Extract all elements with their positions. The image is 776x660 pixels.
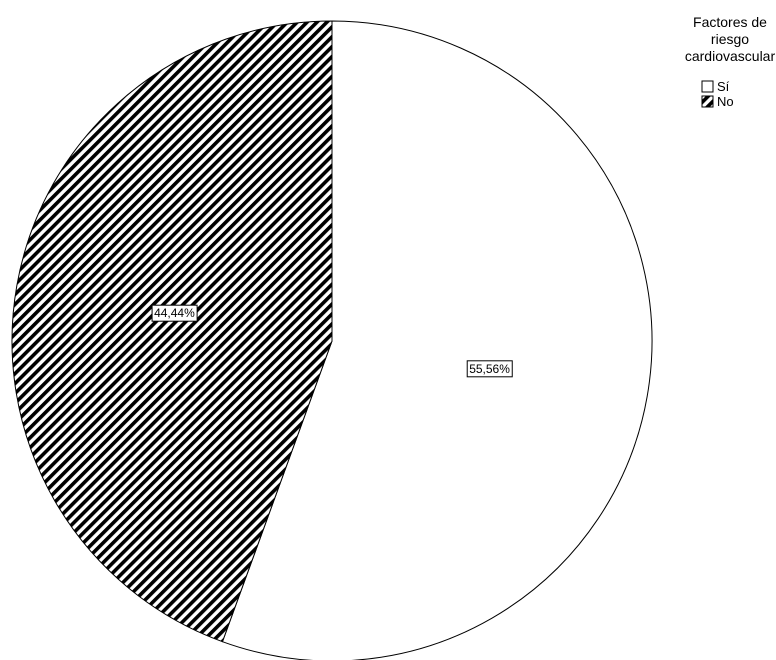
legend-swatch-si [701, 80, 714, 93]
data-label-box [151, 304, 198, 322]
pie-slices [11, 20, 653, 660]
legend-title-line-2: riesgo [711, 31, 749, 47]
data-labels: 55,56% 44,44% [151, 304, 513, 378]
legend: Factores de riesgo cardiovascular Sí No [685, 14, 776, 109]
pie-slice-si [221, 20, 653, 660]
legend-title-line-1: Factores de [693, 14, 767, 30]
legend-item-no: No [701, 94, 734, 109]
legend-item-si: Sí [701, 79, 730, 94]
data-label-si: 55,56% [466, 360, 513, 378]
legend-label-si: Sí [717, 79, 730, 94]
legend-label-no: No [717, 94, 734, 109]
data-label-box [466, 360, 513, 378]
legend-swatch-no [701, 95, 714, 108]
data-label-text: 55,56% [469, 362, 510, 376]
pie-slice-no [11, 20, 333, 643]
data-label-text: 44,44% [154, 306, 195, 320]
data-label-no: 44,44% [151, 304, 198, 322]
legend-title-line-3: cardiovascular [685, 48, 776, 64]
